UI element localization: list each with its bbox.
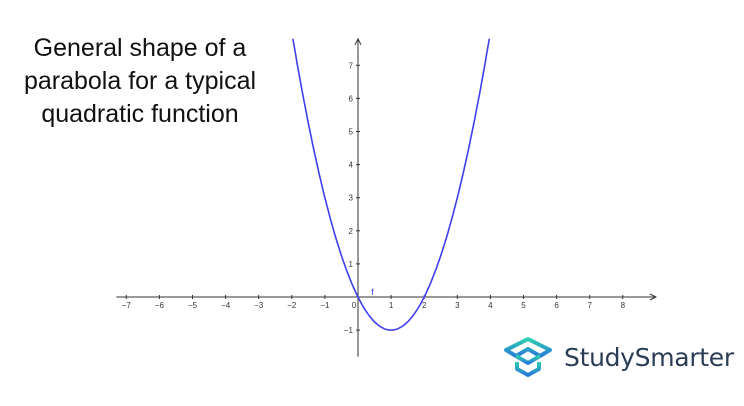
x-tick-label: 5	[521, 301, 526, 310]
y-tick-label: 5	[349, 128, 354, 137]
caption-line: quadratic function	[41, 100, 239, 128]
x-tick-label: 6	[554, 301, 559, 310]
parabola-curve	[292, 38, 491, 331]
y-tick-label: 2	[349, 227, 354, 236]
x-tick-label: 0	[352, 301, 357, 310]
y-axis-arrow	[354, 37, 362, 46]
x-axis-arrow	[649, 293, 658, 301]
x-tick-label: 7	[587, 301, 592, 310]
x-tick-label: 2	[422, 301, 427, 310]
x-tick-label: 3	[455, 301, 460, 310]
figure-caption: General shape of a parabola for a typica…	[0, 32, 280, 131]
x-tick-label: −5	[188, 301, 198, 310]
x-tick-label: −2	[287, 301, 297, 310]
x-tick-label: −6	[155, 301, 165, 310]
brand-name: StudySmarter	[564, 342, 734, 372]
studysmarter-logo: StudySmarter	[502, 336, 734, 378]
caption-line: parabola for a typical	[23, 67, 257, 95]
caption-line: General shape of a	[33, 34, 247, 62]
function-label: f	[371, 287, 374, 297]
open-box-logo-icon	[504, 337, 552, 377]
x-tick-label: −1	[320, 301, 330, 310]
y-tick-label: 3	[349, 194, 354, 203]
y-tick-label: −1	[344, 326, 354, 335]
x-tick-label: 4	[488, 301, 493, 310]
x-tick-label: −4	[221, 301, 231, 310]
y-tick-label: 4	[349, 161, 354, 170]
x-tick-label: −7	[122, 301, 132, 310]
y-tick-label: 1	[349, 260, 354, 269]
x-tick-label: 1	[389, 301, 394, 310]
x-tick-label: −3	[254, 301, 264, 310]
y-tick-label: 7	[349, 61, 354, 70]
y-tick-label: 6	[349, 94, 354, 103]
x-tick-label: 8	[621, 301, 626, 310]
